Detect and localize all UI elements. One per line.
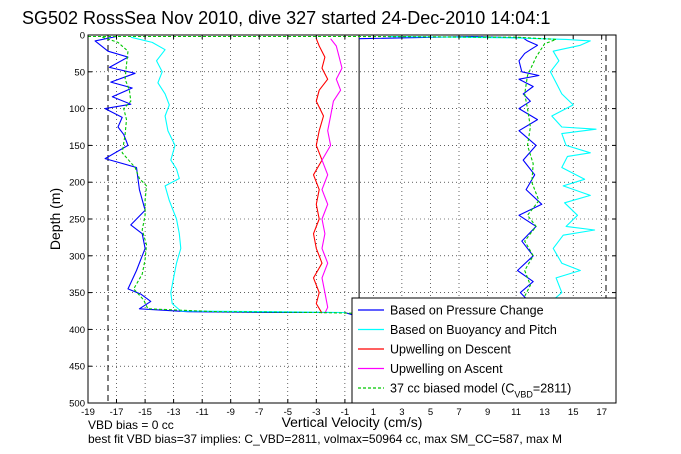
x-tick-label: 13 xyxy=(539,407,550,418)
series-layer xyxy=(88,35,597,316)
y-tick-label: 350 xyxy=(69,288,85,299)
legend: Based on Pressure Change Based on Buoyanc… xyxy=(351,297,617,404)
series-line-1-profile-0 xyxy=(130,36,345,314)
y-axis-ticks: 0 50 100 150 200 250 300 350 400 450 500 xyxy=(69,31,616,410)
legend-label: Based on Buoyancy and Pitch xyxy=(390,323,557,337)
x-tick-label: 9 xyxy=(485,407,490,418)
chart-title: SG502 RossSea Nov 2010, dive 327 started… xyxy=(22,8,550,28)
x-tick-label: -19 xyxy=(81,407,95,418)
series-line-4-profile-1 xyxy=(88,35,557,297)
y-tick-label: 150 xyxy=(69,141,85,152)
x-tick-label: 17 xyxy=(596,407,607,418)
y-tick-label: 400 xyxy=(69,325,85,336)
legend-label-text: Upwelling on Ascent xyxy=(390,362,503,376)
series-line-0-profile-0 xyxy=(94,35,353,316)
y-axis-label: Depth (m) xyxy=(47,188,63,250)
series-line-4-profile-0 xyxy=(102,36,353,314)
legend-label-subscript: VBD xyxy=(514,390,533,400)
x-tick-label: -9 xyxy=(226,407,234,418)
legend-box xyxy=(351,297,617,404)
x-tick-label: -1 xyxy=(341,407,349,418)
legend-label: Based on Pressure Change xyxy=(390,304,544,318)
x-tick-label: 7 xyxy=(456,407,461,418)
series-line-3-profile-0 xyxy=(321,38,343,314)
x-tick-label: 5 xyxy=(428,407,433,418)
y-tick-label: 200 xyxy=(69,178,85,189)
legend-label-text: Based on Buoyancy and Pitch xyxy=(390,323,557,337)
x-tick-label: -11 xyxy=(196,407,209,418)
legend-label: Upwelling on Descent xyxy=(390,343,511,357)
y-tick-label: 250 xyxy=(69,215,85,226)
x-tick-label: 1 xyxy=(371,407,376,418)
x-tick-label: -13 xyxy=(167,407,181,418)
series-line-1-profile-1 xyxy=(387,35,597,301)
x-axis-label: Vertical Velocity (cm/s) xyxy=(282,414,423,430)
y-tick-label: 450 xyxy=(69,362,85,373)
y-tick-label: 300 xyxy=(69,251,85,262)
x-tick-label: -7 xyxy=(255,407,263,418)
annotation-vbd-bias: VBD bias = 0 cc xyxy=(88,418,174,432)
series-line-2-profile-0 xyxy=(312,38,329,314)
x-tick-label: -15 xyxy=(138,407,152,418)
x-tick-label: -3 xyxy=(312,407,320,418)
legend-label: 37 cc biased model (CVBD=2811) xyxy=(390,382,571,400)
legend-label: Upwelling on Ascent xyxy=(390,362,503,376)
y-tick-label: 100 xyxy=(69,104,85,115)
y-tick-label: 50 xyxy=(74,67,85,78)
y-tick-label: 500 xyxy=(69,399,85,410)
legend-label-suffix: =2811) xyxy=(533,382,571,396)
x-tick-label: 3 xyxy=(399,407,404,418)
x-tick-label: 11 xyxy=(511,407,521,418)
x-tick-label: -5 xyxy=(284,407,292,418)
legend-label-text: 37 cc biased model (C xyxy=(390,382,514,396)
x-tick-label: -17 xyxy=(110,407,124,418)
x-tick-label: 15 xyxy=(568,407,579,418)
legend-label-text: Based on Pressure Change xyxy=(390,304,544,318)
legend-label-text: Upwelling on Descent xyxy=(390,343,511,357)
y-tick-label: 0 xyxy=(80,31,85,42)
annotation-best-fit: best fit VBD bias=37 implies: C_VBD=2811… xyxy=(88,432,562,446)
